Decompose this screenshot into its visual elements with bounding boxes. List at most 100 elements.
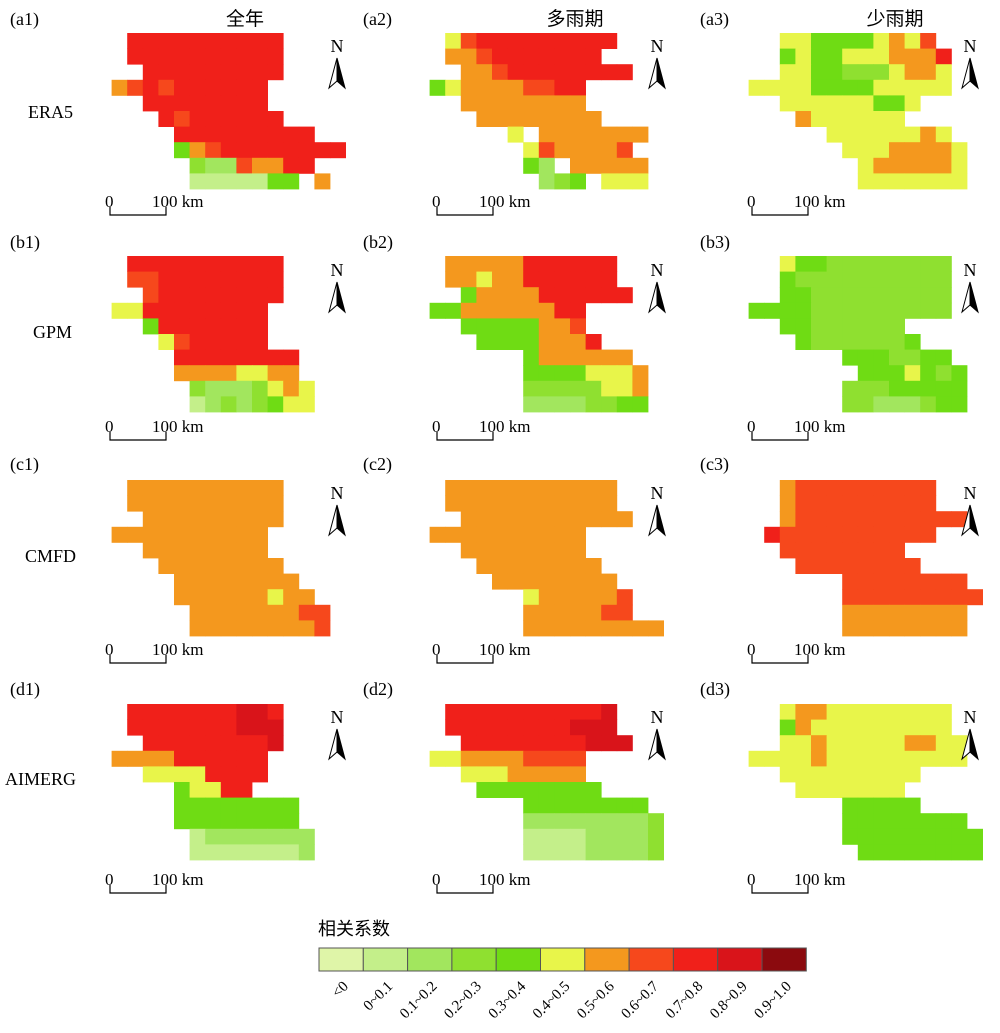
map-cell — [523, 782, 540, 798]
map-cell — [616, 287, 633, 304]
map-cell — [205, 256, 222, 272]
map-cell — [236, 79, 253, 96]
column-header-annual: 全年 — [226, 8, 264, 30]
map-cell — [220, 797, 237, 814]
map-cell — [189, 620, 206, 637]
north-arrow-half-right — [656, 728, 666, 761]
map-cell — [174, 271, 190, 288]
map-cell — [236, 511, 253, 528]
map-cell — [236, 48, 253, 65]
map-cell — [476, 256, 493, 272]
map-cell — [205, 573, 222, 590]
map-cell — [889, 318, 905, 335]
map-cell — [779, 480, 796, 496]
map-cell — [492, 526, 508, 543]
map-cell — [429, 750, 446, 767]
map-cell — [585, 480, 602, 496]
map-cell — [476, 511, 493, 528]
map-cell — [795, 79, 812, 96]
map-cell — [601, 349, 618, 366]
map-cell — [220, 766, 237, 783]
map-cell — [748, 79, 765, 96]
map-cell — [492, 48, 508, 65]
map-cell — [889, 604, 905, 621]
map-cell — [507, 542, 524, 559]
map-cell — [460, 48, 477, 65]
map-cell — [857, 828, 874, 845]
map-cell — [585, 33, 602, 49]
scale-bar-zero: 0 — [105, 870, 114, 889]
map-cell — [857, 719, 874, 736]
map-cell — [236, 828, 253, 845]
map-cell — [795, 750, 812, 767]
map-cell — [538, 256, 555, 272]
map-cell — [174, 813, 190, 830]
map-cell — [554, 79, 571, 96]
map-cell — [811, 79, 827, 96]
map-cell — [951, 735, 968, 752]
map-d3 — [748, 704, 983, 861]
legend-class-label: 0.4~0.5 — [530, 979, 574, 1023]
map-cell — [538, 111, 555, 127]
map-cell — [492, 495, 508, 512]
map-cell — [174, 750, 190, 767]
map-cell — [236, 558, 253, 574]
map-cell — [826, 542, 843, 559]
map-cell — [460, 526, 477, 543]
map-cell — [142, 766, 159, 783]
map-cell — [267, 173, 284, 190]
map-cell — [935, 142, 952, 159]
map-cell — [538, 302, 555, 319]
map-cell — [205, 719, 222, 736]
map-c1 — [111, 480, 331, 637]
map-cell — [616, 735, 633, 752]
map-cell — [538, 349, 555, 366]
map-cell — [951, 380, 968, 397]
map-cell — [585, 126, 602, 143]
map-cell — [236, 173, 253, 190]
map-cell — [142, 64, 159, 81]
map-cell — [601, 142, 618, 159]
map-cell — [748, 750, 765, 767]
map-cell — [951, 573, 968, 590]
map-cell — [476, 750, 493, 767]
map-cell — [189, 589, 206, 606]
map-cell — [492, 735, 508, 752]
map-cell — [889, 48, 905, 65]
scale-bar-end: 100 km — [152, 870, 203, 889]
map-cell — [585, 704, 602, 720]
north-arrow-icon: N — [648, 707, 666, 761]
scale-bar-zero: 0 — [432, 417, 441, 436]
map-cell — [935, 173, 952, 190]
map-cell — [826, 334, 843, 350]
map-cell — [873, 828, 890, 845]
map-cell — [935, 704, 952, 720]
north-arrow-half-right — [656, 281, 666, 314]
map-cell — [826, 302, 843, 319]
map-cell — [616, 396, 633, 413]
map-cell — [920, 573, 937, 590]
north-arrow-half-left — [648, 504, 658, 537]
map-cell — [460, 719, 477, 736]
map-cell — [764, 750, 781, 767]
map-cell — [889, 95, 905, 112]
north-arrow-icon: N — [961, 483, 979, 537]
map-cell — [142, 735, 159, 752]
map-cell — [236, 302, 253, 319]
map-cell — [538, 318, 555, 335]
map-cell — [632, 380, 649, 397]
legend-class-label: 0~0.1 — [361, 979, 397, 1015]
map-cell — [492, 271, 508, 288]
legend-class-label: <0 — [329, 979, 352, 1002]
map-cell — [585, 735, 602, 752]
map-cell — [920, 813, 937, 830]
map-cell — [920, 256, 937, 272]
map-cell — [601, 735, 618, 752]
map-cell — [523, 542, 540, 559]
map-cell — [904, 64, 921, 81]
map-cell — [267, 480, 284, 496]
map-cell — [904, 620, 921, 637]
map-cell — [570, 173, 586, 190]
map-cell — [189, 704, 206, 720]
map-cell — [889, 173, 905, 190]
